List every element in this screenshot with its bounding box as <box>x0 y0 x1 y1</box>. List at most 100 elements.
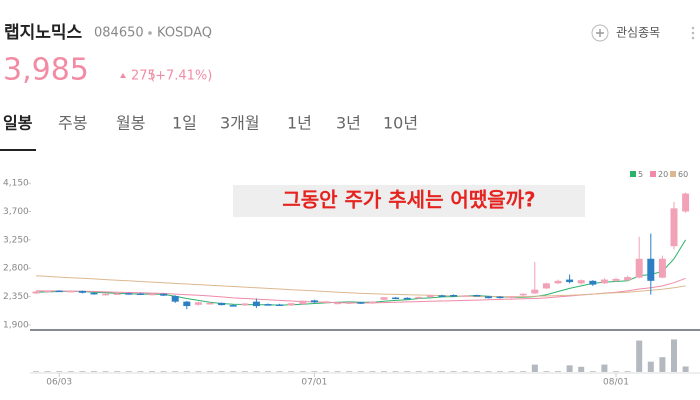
candle-body <box>148 293 156 296</box>
legend-label: 5 <box>638 170 643 179</box>
volume-bar <box>531 364 538 372</box>
candle-body <box>78 290 86 293</box>
candle-body <box>438 295 446 297</box>
candle-body <box>136 293 144 295</box>
candle-body <box>264 304 272 306</box>
volume-bar <box>566 365 573 372</box>
candle-body <box>566 279 574 283</box>
volume-bar <box>555 371 561 372</box>
volume-bar <box>91 371 97 372</box>
volume-bar <box>288 371 295 372</box>
volume-bar <box>601 364 608 372</box>
ma-line <box>35 275 686 298</box>
volume-bar <box>160 371 167 372</box>
volume-bar <box>473 371 480 372</box>
candle-body <box>276 304 284 306</box>
legend-swatch <box>630 171 636 177</box>
y-tick-label: 1,900 <box>3 320 29 330</box>
candle-body <box>508 296 516 298</box>
candle-body <box>44 290 52 293</box>
candle-body <box>252 301 260 307</box>
candle-body <box>194 302 202 305</box>
volume-bar <box>311 371 318 372</box>
volume-bar <box>137 371 144 372</box>
volume-bar <box>346 371 353 372</box>
legend-label: 20 <box>658 170 668 179</box>
volume-bar <box>149 371 155 372</box>
y-tick-label: 3,700 <box>3 207 29 217</box>
volume-bar <box>125 371 132 372</box>
candle-body <box>624 277 632 281</box>
candle-body <box>426 295 434 298</box>
volume-bar <box>450 371 457 372</box>
volume-bar <box>578 366 585 372</box>
tab[interactable]: 주봉 <box>58 114 87 133</box>
volume-bar <box>381 371 387 372</box>
tab[interactable]: 10년 <box>383 114 418 133</box>
candle-body <box>322 301 330 303</box>
x-tick-label: 08/01 <box>603 378 629 388</box>
candle-body <box>102 293 110 296</box>
candle-body <box>473 295 481 297</box>
y-tick-label: 2,350 <box>3 292 29 302</box>
volume-bar <box>427 371 434 372</box>
candle-body <box>577 280 585 284</box>
volume-bar <box>682 366 689 372</box>
volume-bar <box>659 357 666 372</box>
candle-body <box>392 297 400 300</box>
volume-bar <box>543 371 550 372</box>
volume-bar <box>369 371 376 372</box>
volume-bar <box>462 371 469 372</box>
candle-body <box>113 293 121 295</box>
up-triangle <box>120 73 126 78</box>
volume-bar <box>114 371 121 372</box>
stock-code: 084650 <box>94 26 144 41</box>
tab[interactable]: 3년 <box>336 114 361 133</box>
volume-bar <box>207 371 213 372</box>
market: KOSDAQ <box>157 26 212 41</box>
candle-body <box>310 300 318 303</box>
volume-bar <box>102 371 109 372</box>
legend-swatch <box>650 171 656 177</box>
tab[interactable]: 일봉 <box>3 114 33 133</box>
volume-bar <box>520 371 527 372</box>
volume-bar <box>265 371 271 372</box>
x-tick-label: 06/03 <box>46 378 72 388</box>
candle-body <box>496 296 504 299</box>
tab[interactable]: 월봉 <box>116 114 145 133</box>
tab[interactable]: 3개월 <box>220 114 260 133</box>
add-icon[interactable] <box>591 24 609 42</box>
tab[interactable]: 1일 <box>172 114 197 133</box>
change-percent: (+7.41%) <box>150 69 212 84</box>
stock-name: 랩지노믹스 <box>4 23 83 43</box>
volume-bar <box>183 371 190 372</box>
volume-bar <box>636 340 643 372</box>
candle-body <box>542 283 550 289</box>
legend-label: 60 <box>678 170 688 179</box>
volume-bar <box>230 371 237 372</box>
change: 275 <box>131 69 156 84</box>
candle-body <box>589 280 597 285</box>
volume-bar <box>241 371 248 372</box>
volume-bar <box>357 371 364 372</box>
candle-body <box>519 293 527 296</box>
volume-bar <box>497 371 503 372</box>
volume-bar <box>671 339 677 372</box>
annotation-bg <box>233 185 585 217</box>
add-icon-plus <box>596 29 604 37</box>
tab[interactable]: 1년 <box>287 114 312 133</box>
candle-body <box>403 297 411 300</box>
candle-body <box>299 300 307 305</box>
candle-body <box>531 289 539 294</box>
volume-bar <box>415 371 422 372</box>
candle-body <box>357 302 365 304</box>
candle-body <box>287 303 295 306</box>
watch-button[interactable]: 관심종목 <box>616 26 660 40</box>
more-menu[interactable] <box>691 26 695 40</box>
y-tick-label: 2,800 <box>3 264 29 274</box>
volume-bar <box>253 371 260 372</box>
candle-body <box>206 302 214 305</box>
candle-body <box>461 295 469 297</box>
candle-body <box>125 293 133 295</box>
